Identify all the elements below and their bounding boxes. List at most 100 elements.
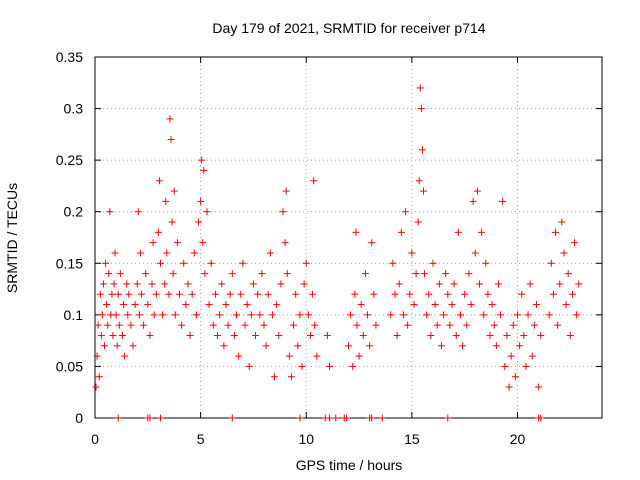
data-point — [412, 270, 420, 278]
data-point — [562, 301, 570, 309]
data-point — [537, 414, 545, 422]
data-point — [98, 311, 106, 319]
x-tick-label: 5 — [197, 431, 205, 447]
data-point — [524, 311, 532, 319]
data-point — [571, 239, 579, 247]
data-point — [230, 331, 238, 339]
data-point — [497, 311, 505, 319]
data-point — [218, 280, 226, 288]
data-point — [448, 301, 456, 309]
y-tick-label: 0 — [75, 410, 83, 426]
data-point — [461, 290, 469, 298]
axis-ticks — [94, 56, 602, 419]
data-point — [475, 280, 483, 288]
data-point — [368, 239, 376, 247]
data-point — [511, 373, 519, 381]
data-point — [182, 301, 190, 309]
data-point — [102, 259, 110, 267]
data-point — [501, 362, 509, 370]
data-point — [509, 321, 517, 329]
data-point — [92, 383, 100, 391]
data-point — [93, 352, 101, 360]
data-point — [459, 342, 467, 350]
data-point — [456, 311, 464, 319]
data-point — [144, 301, 152, 309]
y-tick-label: 0.1 — [64, 307, 84, 323]
data-point — [486, 331, 494, 339]
data-point — [290, 321, 298, 329]
data-point — [188, 290, 196, 298]
data-point — [306, 331, 314, 339]
data-point — [228, 414, 236, 422]
data-point — [123, 280, 131, 288]
data-point — [323, 331, 331, 339]
data-point — [203, 208, 211, 216]
data-point — [106, 208, 114, 216]
data-point — [216, 311, 224, 319]
data-point — [241, 321, 249, 329]
data-point — [101, 342, 109, 350]
data-point — [140, 321, 148, 329]
data-point — [325, 414, 333, 422]
data-point — [103, 301, 111, 309]
data-point — [226, 290, 234, 298]
data-point — [549, 290, 557, 298]
data-point — [136, 249, 144, 257]
data-point — [547, 259, 555, 267]
data-point — [558, 218, 566, 226]
data-point — [435, 280, 443, 288]
data-point — [300, 280, 308, 288]
y-axis-title: SRMTID / TECUs — [4, 183, 20, 293]
data-point — [245, 362, 253, 370]
data-point — [310, 177, 318, 185]
y-tick-label: 0.2 — [64, 204, 84, 220]
data-point — [414, 218, 422, 226]
grid-lines — [95, 57, 602, 418]
data-point — [133, 280, 141, 288]
data-point — [406, 290, 414, 298]
data-point — [387, 311, 395, 319]
data-point — [149, 239, 157, 247]
data-point — [352, 228, 360, 236]
data-point — [113, 342, 121, 350]
data-point — [418, 146, 426, 154]
x-axis-tick-labels: 0 5 10 15 20 — [91, 431, 525, 447]
data-point — [258, 270, 266, 278]
data-point — [233, 311, 241, 319]
data-point — [507, 352, 515, 360]
data-point — [266, 249, 274, 257]
data-point — [537, 331, 545, 339]
data-point — [351, 290, 359, 298]
data-point — [393, 331, 401, 339]
data-point — [165, 290, 173, 298]
data-point — [205, 301, 213, 309]
data-point — [268, 311, 276, 319]
data-point — [364, 311, 372, 319]
data-points — [92, 84, 583, 422]
data-point — [528, 352, 536, 360]
data-point — [313, 352, 321, 360]
x-tick-label: 0 — [91, 431, 99, 447]
data-point — [146, 414, 154, 422]
data-point — [410, 301, 418, 309]
data-point — [237, 290, 245, 298]
data-point — [186, 331, 194, 339]
data-point — [484, 290, 492, 298]
data-point — [198, 156, 206, 164]
data-point — [545, 311, 553, 319]
data-point — [156, 259, 164, 267]
data-point — [243, 301, 251, 309]
data-point — [264, 290, 272, 298]
data-point — [302, 259, 310, 267]
data-point — [211, 290, 219, 298]
data-point — [114, 290, 122, 298]
data-point — [209, 321, 217, 329]
data-point — [114, 414, 122, 422]
data-point — [115, 321, 123, 329]
data-point — [522, 362, 530, 370]
data-point — [437, 342, 445, 350]
data-point — [404, 321, 412, 329]
data-point — [167, 136, 175, 144]
data-point — [372, 321, 380, 329]
